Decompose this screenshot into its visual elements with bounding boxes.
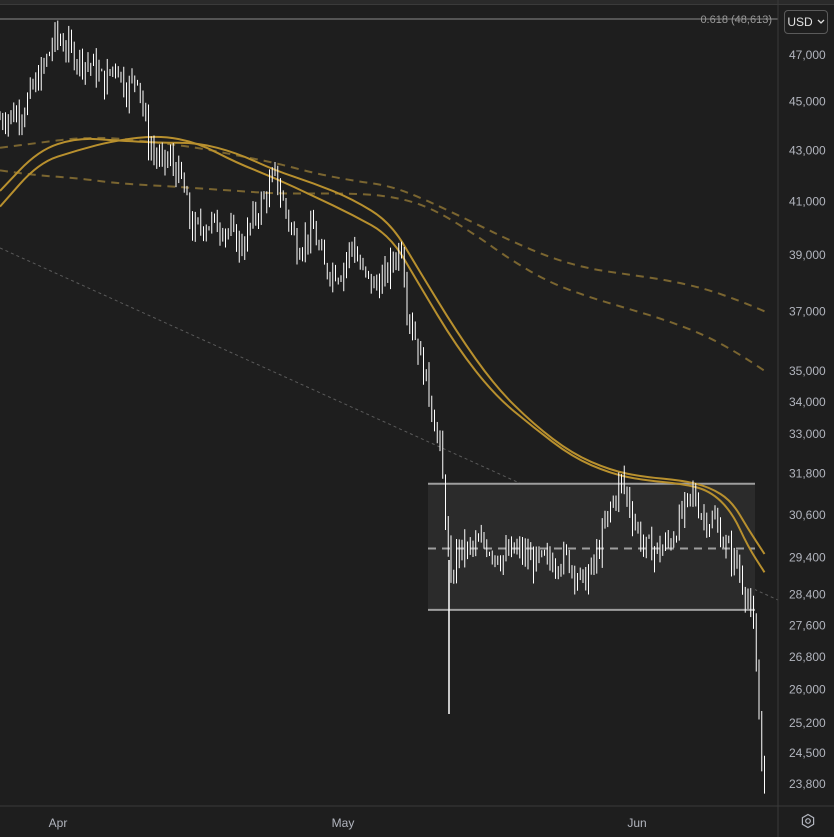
price-axis[interactable]: 47,000 45,000 43,000 41,000 39,000 37,000 35,0… [777, 0, 826, 837]
y-tick-label: 45,000 [789, 95, 826, 109]
ma-solid-line [0, 137, 766, 555]
y-tick-label: 39,000 [789, 248, 826, 262]
y-tick-label: 23,800 [789, 777, 826, 791]
trendline-path[interactable] [0, 247, 779, 601]
ma-solid-line [0, 135, 766, 573]
currency-button[interactable]: USD [784, 10, 828, 34]
trendline[interactable] [0, 247, 779, 601]
fib-label: 0.618 (48,613) [700, 14, 772, 26]
y-tick-label: 47,000 [789, 48, 826, 62]
range-box-fill[interactable] [428, 483, 755, 610]
y-tick-label: 26,000 [789, 682, 826, 696]
y-tick-label: 28,400 [789, 588, 826, 602]
y-tick-label: 35,000 [789, 364, 826, 378]
currency-label: USD [787, 15, 813, 29]
y-tick-label: 41,000 [789, 194, 826, 208]
settings-button[interactable] [797, 810, 819, 832]
y-tick-label: 33,000 [789, 427, 826, 441]
y-tick-label: 37,000 [789, 304, 826, 318]
x-tick-label: Jun [627, 816, 646, 830]
y-tick-label: 25,200 [789, 716, 826, 730]
y-tick-label: 31,800 [789, 467, 826, 481]
y-tick-label: 30,600 [789, 508, 826, 522]
y-tick-label: 27,600 [789, 618, 826, 632]
x-tick-label: May [332, 816, 355, 830]
ma-dashed-line [0, 136, 765, 313]
range-box[interactable] [428, 482, 755, 611]
y-tick-label: 34,000 [789, 395, 826, 409]
top-bar [0, 0, 834, 5]
y-tick-label: 24,500 [789, 746, 826, 760]
x-tick-label: Apr [49, 816, 68, 830]
candles [0, 20, 765, 794]
y-tick-label: 26,800 [789, 650, 826, 664]
y-tick-label: 43,000 [789, 143, 826, 157]
moving-averages [0, 135, 766, 573]
time-axis[interactable]: Apr May Jun [0, 805, 834, 830]
fib-level[interactable]: 0.618 (48,613) [0, 14, 778, 26]
gear-icon [801, 813, 815, 829]
y-tick-label: 29,400 [789, 551, 826, 565]
chevron-down-icon [817, 19, 825, 24]
